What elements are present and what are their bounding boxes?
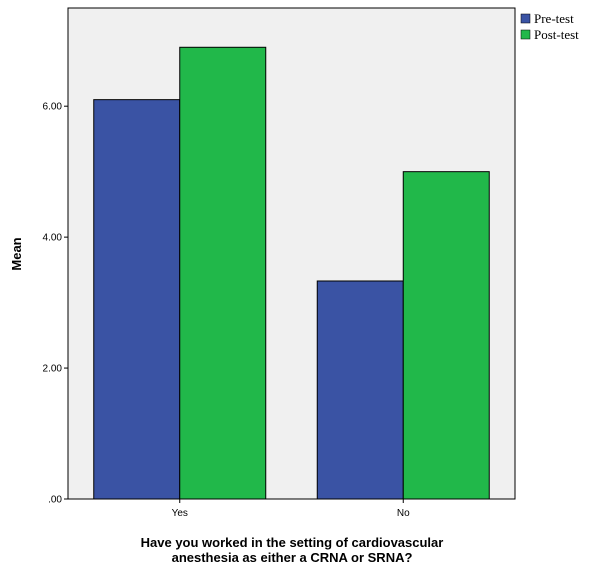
x-axis: Yes No	[172, 499, 410, 519]
y-axis: .00 2.00 4.00 6.00	[43, 102, 68, 506]
y-tick-label-1: 2.00	[43, 364, 63, 375]
x-axis-title-line-1: Have you worked in the setting of cardio…	[141, 535, 444, 550]
bar-yes-pre-test	[93, 99, 181, 500]
bar-no-post-test	[402, 171, 490, 500]
y-tick-label-2: 4.00	[43, 233, 63, 244]
bar-yes-post-test	[179, 46, 267, 500]
x-tick-label-yes: Yes	[172, 508, 188, 519]
legend-swatch-pre-test	[520, 13, 531, 24]
y-tick-label-3: 6.00	[43, 102, 63, 113]
bar-no-pre-test	[316, 280, 404, 500]
legend-swatch-post-test	[520, 29, 531, 40]
y-tick-label-0: .00	[48, 495, 62, 506]
x-tick-label-no: No	[397, 508, 410, 519]
x-axis-title-line-2: anesthesia as either a CRNA or SRNA?	[172, 550, 413, 565]
bars	[93, 46, 490, 500]
y-axis-title: Mean	[9, 237, 24, 270]
legend-label-pre-test: Pre-test	[534, 11, 574, 26]
legend: Pre-test Post-test	[520, 11, 579, 42]
legend-label-post-test: Post-test	[534, 27, 579, 42]
